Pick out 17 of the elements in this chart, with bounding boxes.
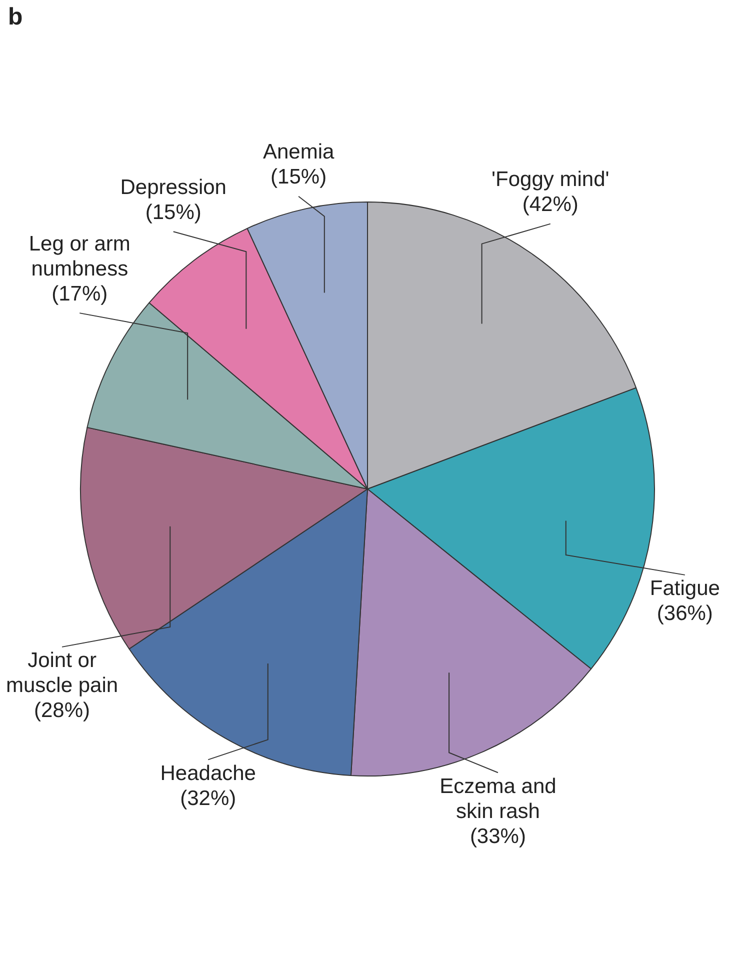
data-label: (42%) — [522, 193, 578, 216]
slice-label: 'Foggy mind' — [492, 168, 610, 192]
slice-label: Joint or muscle pain — [6, 649, 118, 698]
slice-label: Fatigue — [650, 577, 720, 600]
data-label: (17%) — [52, 282, 108, 306]
data-label: (15%) — [270, 166, 327, 189]
slice-label: Eczema and skin rash — [440, 774, 556, 823]
data-label: (28%) — [34, 699, 90, 722]
slice-label: Anemia — [262, 140, 334, 164]
slice-label: Depression — [120, 176, 226, 199]
chart-title: b — [8, 4, 23, 31]
data-label: (36%) — [656, 602, 713, 626]
data-label: (33%) — [470, 824, 526, 848]
data-label: (15%) — [145, 200, 202, 224]
slice-label: Leg or arm numbness — [28, 232, 130, 280]
slice-label: Headache — [160, 762, 256, 785]
data-label: (32%) — [180, 786, 236, 810]
